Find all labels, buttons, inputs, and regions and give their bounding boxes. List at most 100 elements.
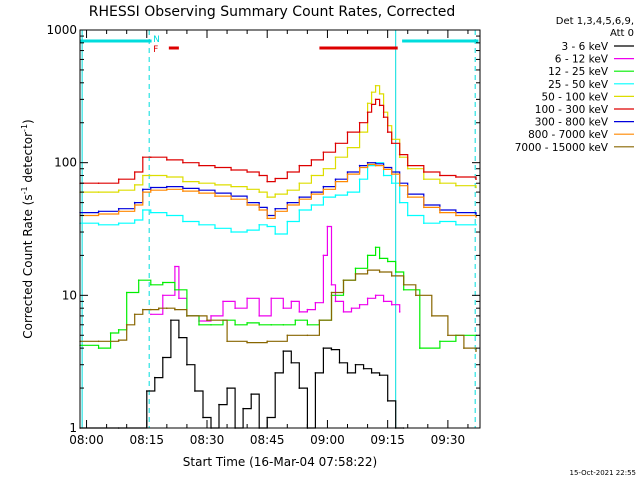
series-5-point-12 bbox=[258, 174, 261, 177]
series-line-4 bbox=[80, 85, 477, 198]
series-5-point-29 bbox=[398, 153, 401, 156]
series-4-point-24 bbox=[374, 84, 377, 87]
series-5-point-28 bbox=[390, 142, 393, 145]
series-4-point-5 bbox=[150, 174, 152, 177]
series-2-point-3 bbox=[117, 329, 120, 331]
axes-layer: 08:00 08:15 08:30 08:45 09:00 09:15 09:30 1 10 10… bbox=[46, 23, 481, 447]
series-4-point-23 bbox=[370, 91, 373, 93]
series-5-point-18 bbox=[322, 151, 325, 153]
series-4-point-2 bbox=[117, 189, 120, 191]
legend-label-3: 25 - 50 keV bbox=[548, 79, 609, 91]
series-0-point-25 bbox=[330, 348, 333, 351]
series-3-point-16 bbox=[298, 209, 301, 211]
series-5-point-26 bbox=[382, 116, 385, 118]
legend-header-line2: Att 0 bbox=[610, 28, 634, 39]
y-tick-label-0: 1 bbox=[69, 421, 77, 435]
series-7-point-14 bbox=[274, 210, 277, 213]
series-2-point-15 bbox=[258, 324, 261, 326]
series-8-point-17 bbox=[318, 319, 321, 322]
series-4-point-3 bbox=[133, 184, 136, 186]
series-0-point-2 bbox=[146, 390, 148, 392]
series-3-point-10 bbox=[230, 231, 232, 233]
series-4-point-29 bbox=[398, 156, 401, 158]
series-6-point-5 bbox=[150, 186, 152, 189]
series-7-point-30 bbox=[455, 214, 457, 217]
series-7-point-17 bbox=[310, 193, 313, 195]
series-7-point-13 bbox=[266, 217, 269, 220]
series-3-point-18 bbox=[322, 196, 325, 198]
series-8-point-11 bbox=[206, 319, 208, 322]
series-2-point-6 bbox=[150, 284, 152, 286]
series-2-point-4 bbox=[125, 291, 128, 294]
series-5-point-30 bbox=[406, 164, 409, 167]
series-3-point-9 bbox=[214, 227, 216, 230]
series-3-point-4 bbox=[142, 209, 144, 211]
legend-label-0: 3 - 6 keV bbox=[561, 41, 608, 53]
series-1-point-7 bbox=[222, 300, 224, 303]
series-6-point-31 bbox=[475, 213, 477, 215]
series-1-point-11 bbox=[270, 297, 273, 300]
series-4-point-15 bbox=[286, 189, 289, 191]
series-5-point-5 bbox=[150, 156, 152, 158]
series-7-point-6 bbox=[166, 188, 168, 191]
series-8-point-13 bbox=[246, 341, 248, 344]
series-7-point-8 bbox=[198, 192, 200, 194]
series-4-point-18 bbox=[322, 167, 325, 170]
series-0-point-4 bbox=[162, 356, 164, 359]
series-8-point-19 bbox=[342, 279, 345, 282]
series-5-point-19 bbox=[334, 142, 337, 145]
series-5-point-22 bbox=[366, 111, 369, 113]
series-4-point-13 bbox=[266, 196, 269, 198]
series-5-point-17 bbox=[310, 159, 313, 161]
series-4-point-11 bbox=[246, 188, 248, 191]
series-4-point-16 bbox=[298, 182, 301, 184]
series-4-point-12 bbox=[258, 191, 261, 193]
series-1-point-13 bbox=[290, 300, 293, 303]
series-1-point-1 bbox=[162, 294, 164, 297]
series-1-point-0 bbox=[150, 313, 152, 316]
series-4-point-9 bbox=[214, 184, 216, 186]
series-1-point-16 bbox=[314, 301, 317, 304]
series-5-point-10 bbox=[230, 169, 232, 171]
series-1-point-14 bbox=[298, 311, 301, 313]
series-7-point-22 bbox=[366, 163, 369, 166]
series-line-6 bbox=[80, 162, 477, 217]
series-0-point-7 bbox=[186, 363, 188, 366]
legend-label-4: 50 - 100 keV bbox=[541, 91, 608, 103]
series-3-point-27 bbox=[406, 214, 409, 217]
series-8-point-16 bbox=[306, 334, 309, 337]
x-axis-label: Start Time (16-Mar-04 07:58:22) bbox=[183, 455, 377, 469]
series-3-point-15 bbox=[286, 220, 289, 223]
series-4-point-25 bbox=[378, 93, 381, 95]
series-2-point-18 bbox=[294, 319, 297, 322]
series-7-point-28 bbox=[423, 206, 425, 209]
series-8-point-12 bbox=[226, 340, 228, 343]
series-5-point-21 bbox=[358, 121, 361, 124]
series-2-point-8 bbox=[174, 289, 176, 291]
series-7-point-25 bbox=[390, 173, 393, 175]
series-7-point-9 bbox=[214, 195, 216, 197]
series-3-point-3 bbox=[133, 219, 136, 221]
series-3-point-29 bbox=[439, 220, 441, 223]
series-3-point-28 bbox=[423, 222, 425, 224]
series-7-point-23 bbox=[374, 164, 377, 167]
series-5-point-7 bbox=[182, 161, 184, 164]
flare-flag-label: F bbox=[153, 45, 158, 55]
series-3-point-30 bbox=[455, 224, 457, 226]
series-5-point-3 bbox=[133, 171, 136, 173]
series-2-point-27 bbox=[386, 260, 389, 263]
x-tick-label-0: 08:00 bbox=[69, 433, 104, 447]
series-8-point-5 bbox=[142, 308, 144, 311]
series-7-point-11 bbox=[246, 204, 248, 206]
series-2-point-7 bbox=[162, 281, 164, 284]
series-5-point-31 bbox=[423, 171, 425, 173]
y-tick-label-2: 100 bbox=[54, 156, 77, 170]
series-0-point-11 bbox=[218, 403, 220, 406]
series-1-point-15 bbox=[306, 308, 309, 311]
series-layer bbox=[79, 84, 477, 429]
x-tick-label-5: 09:15 bbox=[370, 433, 405, 447]
series-7-point-15 bbox=[286, 204, 289, 206]
legend-label-2: 12 - 25 keV bbox=[548, 66, 609, 78]
y-tick-label-1: 10 bbox=[62, 288, 77, 302]
series-3-point-25 bbox=[390, 182, 393, 184]
